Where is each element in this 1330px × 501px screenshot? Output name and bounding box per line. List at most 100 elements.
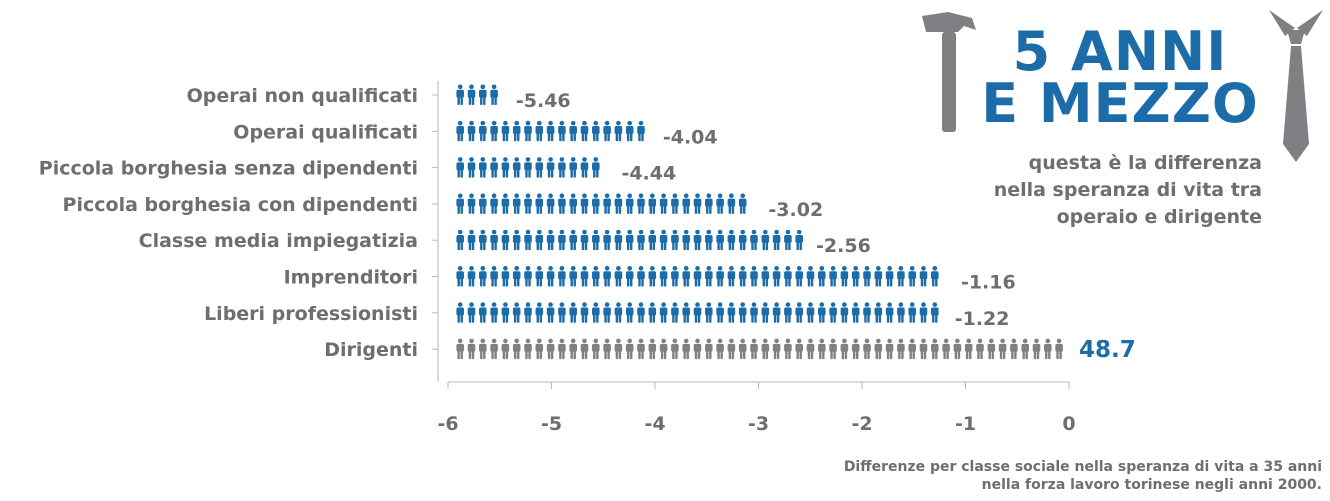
person-icon	[761, 302, 770, 323]
person-icon	[456, 302, 464, 323]
value-label: 48.7	[1079, 337, 1136, 363]
person-icon	[569, 266, 577, 287]
person-icon	[501, 157, 510, 178]
subtitle-line-1: questa è la differenza	[1028, 152, 1262, 174]
person-icon	[648, 302, 657, 323]
person-icon	[456, 84, 464, 105]
value-label: -1.22	[955, 308, 1010, 330]
bar-pictogram	[456, 157, 600, 178]
category-label: Piccola borghesia con dipendenti	[63, 194, 418, 216]
person-icon	[738, 338, 747, 360]
person-icon	[637, 266, 645, 287]
person-icon	[1044, 338, 1052, 360]
person-icon	[716, 229, 724, 251]
person-icon	[603, 302, 611, 323]
subtitle: questa è la differenza nella speranza di…	[900, 150, 1262, 231]
person-icon	[772, 229, 781, 251]
value-label: -4.44	[621, 163, 676, 185]
person-icon	[772, 338, 781, 360]
person-icon	[874, 266, 883, 287]
person-icon	[490, 266, 498, 287]
person-icon	[467, 229, 476, 251]
category-label: Piccola borghesia senza dipendenti	[39, 158, 418, 180]
source-note-line-1: Differenze per classe sociale nella sper…	[843, 459, 1322, 475]
person-icon	[750, 338, 758, 360]
person-icon	[659, 302, 668, 323]
person-icon	[761, 229, 770, 251]
person-icon	[614, 193, 623, 214]
category-label: Dirigenti	[324, 339, 418, 361]
bar-pictogram	[456, 84, 498, 105]
person-icon	[546, 338, 555, 360]
x-tick-label: -6	[437, 413, 458, 435]
bar-highlight	[456, 338, 1063, 360]
person-icon	[659, 229, 668, 251]
person-icon	[761, 338, 770, 360]
person-icon	[931, 302, 939, 323]
person-icon	[479, 193, 487, 214]
person-icon	[524, 193, 532, 214]
person-icon	[637, 229, 645, 251]
person-icon	[603, 338, 611, 360]
person-icon	[625, 338, 634, 360]
person-icon	[919, 338, 928, 360]
person-icon	[863, 266, 871, 287]
person-icon	[1032, 338, 1041, 360]
person-icon	[501, 266, 510, 287]
person-icon	[456, 229, 464, 251]
person-icon	[535, 338, 544, 360]
person-icon	[614, 229, 623, 251]
person-icon	[569, 302, 577, 323]
person-icon	[738, 193, 747, 214]
person-icon	[818, 338, 826, 360]
person-icon	[467, 84, 476, 105]
person-icon	[512, 193, 521, 214]
person-icon	[569, 120, 577, 142]
person-icon	[829, 302, 837, 323]
person-icon	[569, 338, 577, 360]
person-icon	[806, 302, 815, 323]
person-icon	[490, 193, 498, 214]
person-icon	[614, 266, 623, 287]
person-icon	[659, 266, 668, 287]
bar-pictogram	[456, 193, 747, 214]
person-icon	[908, 302, 916, 323]
person-icon	[637, 338, 645, 360]
person-icon	[456, 193, 464, 214]
person-icon	[976, 338, 984, 360]
person-icon	[750, 266, 758, 287]
person-icon	[558, 266, 566, 287]
bar-rows: Operai non qualificati -5.46 Operai qualif…	[39, 84, 1136, 363]
person-icon	[682, 338, 690, 360]
source-note-line-2: nella forza lavoro torinese negli anni 2…	[981, 477, 1322, 493]
person-icon	[580, 193, 589, 214]
person-icon	[772, 302, 781, 323]
person-icon	[931, 338, 939, 360]
person-icon	[535, 157, 544, 178]
headline-line-1: 5 ANNI	[1012, 20, 1228, 83]
person-icon	[456, 338, 464, 360]
person-icon	[535, 193, 544, 214]
person-icon	[637, 193, 645, 214]
person-icon	[885, 302, 894, 323]
person-icon	[592, 266, 600, 287]
person-icon	[512, 302, 521, 323]
source-note: Differenze per classe sociale nella sper…	[700, 458, 1322, 494]
headline: 5 ANNI E MEZZO	[975, 20, 1265, 131]
person-icon	[580, 266, 589, 287]
person-icon	[524, 302, 532, 323]
person-icon	[851, 338, 860, 360]
person-icon	[829, 266, 837, 287]
person-icon	[908, 266, 916, 287]
person-icon	[840, 266, 849, 287]
person-icon	[693, 229, 702, 251]
person-icon	[479, 120, 487, 142]
value-label: -3.02	[768, 199, 823, 221]
person-icon	[456, 157, 464, 178]
person-icon	[671, 266, 679, 287]
category-label: Classe media impiegatizia	[139, 230, 418, 252]
person-icon	[705, 193, 713, 214]
bar-pictogram	[456, 120, 645, 142]
person-icon	[524, 266, 532, 287]
